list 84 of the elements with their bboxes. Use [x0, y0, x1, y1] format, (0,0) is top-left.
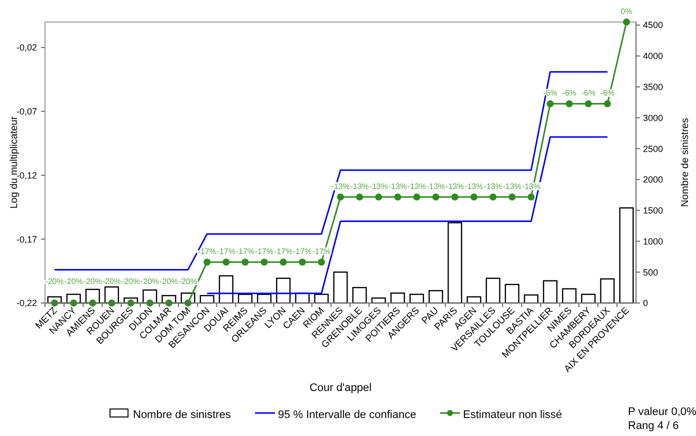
- point: [490, 193, 497, 200]
- annotation: -20%: [102, 276, 122, 286]
- annotation: -13%: [502, 182, 522, 191]
- annotation: -20%: [45, 276, 64, 286]
- y2-tick-label: 500: [643, 267, 658, 278]
- annotation: -13%: [426, 182, 446, 191]
- point: [413, 193, 420, 200]
- bar: [600, 278, 615, 304]
- point: [432, 193, 440, 200]
- y2-tick-label: 3500: [643, 82, 664, 92]
- point: [566, 100, 573, 108]
- y2-tick-label: 4500: [643, 20, 664, 30]
- point: [204, 258, 211, 266]
- point: [604, 100, 611, 108]
- bar: [276, 278, 291, 304]
- annotation: -17%: [216, 247, 236, 256]
- annotation: -20%: [64, 276, 83, 286]
- y2-axis-title: Nombre de sinistres: [680, 118, 691, 207]
- bar: [562, 288, 577, 304]
- annotation: -17%: [198, 247, 216, 256]
- legend-label: 95 % Intervalle de confiance: [278, 409, 416, 421]
- point: [584, 100, 592, 108]
- y2-tick-label: 1000: [643, 236, 664, 246]
- bar: [218, 275, 234, 304]
- y-tick-label: -0,12: [16, 170, 37, 180]
- y2-tick-label: 2500: [643, 144, 664, 154]
- point: [451, 193, 458, 200]
- y-tick-label: -0,02: [16, 42, 37, 53]
- bar: [333, 272, 348, 304]
- bar: [542, 280, 558, 304]
- bar: [352, 286, 367, 304]
- y-tick-label: -0,17: [16, 234, 37, 244]
- point: [375, 193, 382, 200]
- bar: [619, 207, 634, 304]
- point: [242, 258, 249, 266]
- annotation: -20%: [140, 276, 160, 286]
- y-tick-label: -0,22: [16, 298, 37, 308]
- point: [470, 193, 478, 200]
- annotation: -20%: [178, 276, 198, 286]
- annotation: -20%: [160, 276, 178, 286]
- bar: [390, 292, 405, 304]
- annotation: -17%: [293, 247, 312, 256]
- annotation: -13%: [407, 182, 426, 191]
- y2-tick-label: 1500: [643, 206, 664, 216]
- annotation: -13%: [388, 182, 408, 191]
- annotation: -17%: [254, 247, 274, 256]
- y2-tick-label: 2000: [643, 174, 664, 185]
- point: [528, 193, 535, 200]
- legend-label: Estimateur non lissé: [463, 409, 562, 421]
- point: [508, 193, 516, 200]
- annotation: -17%: [274, 247, 293, 256]
- annotation: -13%: [369, 182, 388, 191]
- annotation: -13%: [464, 182, 484, 191]
- point: [318, 258, 325, 266]
- text: P valeur 0,0%: [628, 406, 696, 418]
- x-axis-title: Cour d'appel: [309, 382, 372, 394]
- annotation: 0%: [620, 7, 632, 16]
- point: [337, 193, 344, 200]
- y-tick-label: -0,07: [16, 106, 37, 117]
- y2-tick-label: 3000: [643, 112, 664, 123]
- point: [280, 258, 287, 266]
- annotation: -13%: [446, 182, 464, 191]
- bar: [504, 284, 520, 304]
- annotation: -6%: [581, 88, 596, 98]
- annotation: -20%: [83, 276, 102, 286]
- annotation: -20%: [121, 276, 140, 286]
- bar: [486, 278, 500, 304]
- y2-tick-label: 0: [643, 298, 648, 308]
- point: [356, 193, 364, 200]
- annotation: -17%: [236, 247, 255, 256]
- annotation: -6%: [562, 88, 576, 98]
- point: [622, 18, 630, 26]
- point: [546, 100, 554, 108]
- annotation: -13%: [484, 182, 502, 191]
- annotation: -13%: [350, 182, 369, 191]
- point: [260, 258, 268, 266]
- point: [298, 258, 306, 266]
- bar: [448, 222, 462, 304]
- point: [394, 193, 402, 200]
- legend-label: Nombre de sinistres: [133, 409, 232, 421]
- y2-tick-label: 4000: [643, 51, 664, 62]
- point: [222, 258, 230, 266]
- bar: [428, 290, 444, 304]
- text: Rang 4 / 6: [628, 420, 679, 432]
